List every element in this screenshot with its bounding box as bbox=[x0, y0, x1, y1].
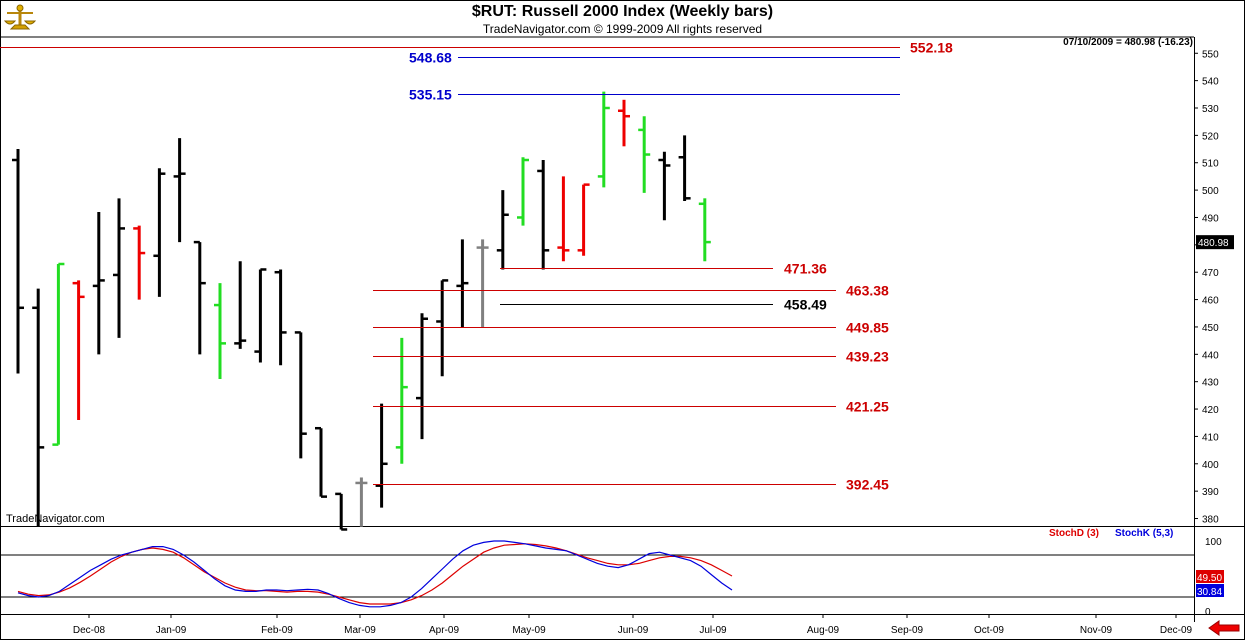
price-tick-label: 520 bbox=[1202, 131, 1219, 142]
ohlc-bar bbox=[274, 269, 287, 366]
level-label: 449.85 bbox=[846, 320, 889, 336]
x-tick-label: Feb-09 bbox=[261, 625, 293, 636]
last-price-box bbox=[1196, 235, 1234, 250]
price-tick-label: 490 bbox=[1202, 213, 1219, 224]
ind-last-label: 49.50 bbox=[1197, 573, 1222, 584]
gold-scale-logo-icon bbox=[3, 3, 37, 38]
level-label: 392.45 bbox=[846, 477, 889, 493]
ind-tick-label: 100 bbox=[1205, 537, 1222, 548]
chart-title: $RUT: Russell 2000 Index (Weekly bars) bbox=[471, 3, 774, 20]
ohlc-bar bbox=[92, 212, 105, 355]
price-tick-label: 390 bbox=[1202, 487, 1219, 498]
last-price-label: 480.98 bbox=[1198, 238, 1229, 249]
ohlc-bar bbox=[557, 176, 570, 262]
x-tick-label: Aug-09 bbox=[807, 625, 840, 636]
price-tick-label: 430 bbox=[1202, 378, 1219, 389]
level-label: 535.15 bbox=[409, 87, 452, 103]
x-tick-label: May-09 bbox=[512, 625, 546, 636]
ohlc-bar bbox=[355, 477, 368, 527]
ohlc-bar bbox=[375, 403, 388, 508]
x-tick-label: Apr-09 bbox=[429, 625, 459, 636]
ohlc-bar bbox=[173, 138, 186, 243]
price-tick-label: 500 bbox=[1202, 186, 1219, 197]
price-tick-label: 470 bbox=[1202, 268, 1219, 279]
ohlc-bar bbox=[214, 283, 226, 379]
ohlc-bar bbox=[577, 183, 590, 256]
price-tick-label: 540 bbox=[1202, 77, 1219, 88]
watermark-text: TradeNavigator.com bbox=[6, 513, 105, 525]
price-tick-label: 510 bbox=[1202, 159, 1219, 170]
ohlc-bar bbox=[436, 279, 449, 377]
price-tick-label: 400 bbox=[1202, 460, 1219, 471]
ohlc-bar bbox=[254, 268, 267, 363]
ohlc-bar bbox=[537, 160, 550, 270]
level-label: 421.25 bbox=[846, 399, 889, 415]
x-tick-label: Nov-09 bbox=[1080, 625, 1113, 636]
price-tick-label: 380 bbox=[1202, 515, 1219, 526]
price-tick-label: 440 bbox=[1202, 350, 1219, 361]
price-tick-label: 450 bbox=[1202, 323, 1219, 334]
ohlc-bar bbox=[395, 337, 408, 464]
ohlc-bar bbox=[658, 151, 671, 221]
ohlc-bar bbox=[335, 492, 348, 531]
level-label: 471.36 bbox=[784, 261, 827, 277]
ind-tick-label: 0 bbox=[1205, 607, 1211, 618]
ohlc-bar bbox=[517, 157, 529, 226]
ohlc-bar bbox=[597, 91, 610, 188]
x-tick-label: Jan-09 bbox=[156, 625, 187, 636]
ohlc-bar bbox=[113, 198, 125, 338]
level-label: 458.49 bbox=[784, 297, 827, 313]
ohlc-bar bbox=[456, 239, 469, 327]
ohlc-bar bbox=[12, 149, 24, 374]
x-tick-label: Jul-09 bbox=[699, 625, 727, 636]
ohlc-bar bbox=[698, 198, 711, 262]
ohlc-bar bbox=[315, 426, 327, 498]
x-tick-label: Oct-09 bbox=[974, 625, 1004, 636]
ohlc-bar bbox=[52, 262, 65, 446]
x-tick-label: Dec-08 bbox=[73, 625, 106, 636]
price-readout: 07/10/2009 = 480.98 (-16.23) bbox=[1063, 37, 1193, 48]
ohlc-bar bbox=[72, 280, 85, 420]
price-tick-label: 460 bbox=[1202, 296, 1219, 307]
stochd-legend: StochD (3) bbox=[1049, 528, 1099, 539]
copyright-subtitle: TradeNavigator.com © 1999-2009 All right… bbox=[482, 22, 763, 36]
ohlc-bar bbox=[193, 240, 206, 355]
level-label: 463.38 bbox=[846, 283, 889, 299]
ohlc-bar bbox=[618, 99, 630, 147]
ohlc-bar bbox=[234, 261, 247, 349]
price-tick-label: 530 bbox=[1202, 104, 1219, 115]
ohlc-bar bbox=[153, 168, 166, 297]
price-tick-label: 410 bbox=[1202, 432, 1219, 443]
ohlc-bar bbox=[32, 288, 45, 527]
x-tick-label: Sep-09 bbox=[891, 625, 924, 636]
ohlc-bar bbox=[294, 331, 307, 459]
price-tick-label: 550 bbox=[1202, 49, 1219, 60]
stochk-legend: StochK (5,3) bbox=[1115, 528, 1174, 539]
x-tick-label: Dec-09 bbox=[1160, 625, 1193, 636]
ohlc-bar bbox=[416, 313, 428, 440]
ohlc-bar bbox=[133, 225, 146, 300]
stochk-line bbox=[17, 540, 733, 608]
x-tick-label: Jun-09 bbox=[618, 625, 649, 636]
ind-last-label: 30.84 bbox=[1197, 587, 1222, 598]
ohlc-bar bbox=[476, 239, 489, 327]
red-left-arrow-icon[interactable] bbox=[1207, 620, 1241, 641]
price-tick-label: 420 bbox=[1202, 405, 1219, 416]
ohlc-bar bbox=[638, 116, 651, 193]
level-label: 439.23 bbox=[846, 349, 889, 365]
ohlc-bar bbox=[678, 135, 691, 202]
ind-last-box bbox=[1196, 570, 1224, 583]
level-label: 548.68 bbox=[409, 50, 452, 66]
x-tick-label: Mar-09 bbox=[344, 625, 376, 636]
ohlc-bar bbox=[496, 190, 509, 270]
level-label: 552.18 bbox=[910, 40, 953, 56]
ind-last-box bbox=[1196, 584, 1224, 597]
